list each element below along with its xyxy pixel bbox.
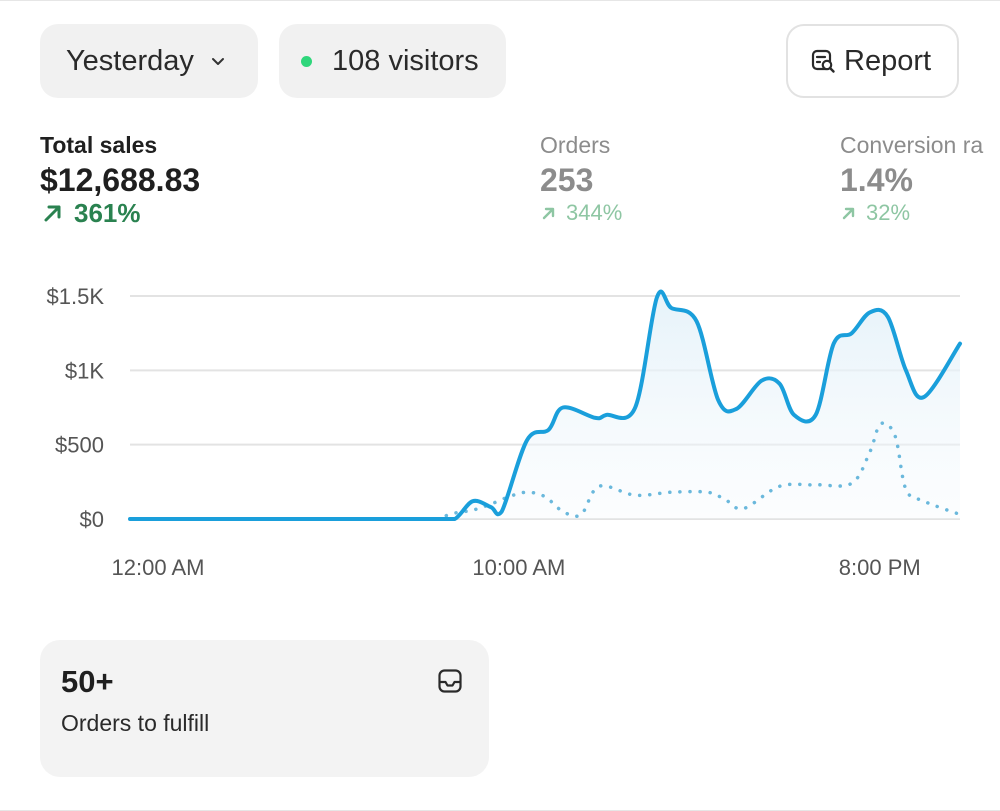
top-divider xyxy=(0,0,1000,1)
metric-label: Orders xyxy=(540,132,611,158)
metric-delta-value: 32% xyxy=(866,200,911,225)
sales-area-fill xyxy=(130,291,960,519)
live-status-dot xyxy=(301,55,312,67)
metric-delta: 32% xyxy=(840,198,1000,228)
sales-series-line xyxy=(128,289,962,521)
metric-delta: 344% xyxy=(540,198,622,228)
metric-label: Conversion ra xyxy=(840,132,984,158)
report-search-icon xyxy=(811,49,835,73)
date-range-selector[interactable]: Yesterday xyxy=(40,24,258,98)
arrow-up-right-icon xyxy=(44,205,61,222)
y-tick-label: $1K xyxy=(65,358,104,383)
report-button-label: Report xyxy=(844,44,932,77)
arrow-up-right-icon xyxy=(542,207,555,220)
inbox-icon xyxy=(438,669,462,693)
metric-value: 1.4% xyxy=(840,162,913,198)
metric-delta: 361% xyxy=(40,198,200,228)
chevron-down-icon xyxy=(211,58,224,65)
metric-total-sales[interactable]: Total sales $12,688.83 361% xyxy=(40,132,200,228)
metric-orders[interactable]: Orders 253 344% xyxy=(540,132,622,228)
orders-to-fulfill-card[interactable]: 50+ Orders to fulfill xyxy=(40,640,489,777)
metric-value: 253 xyxy=(540,162,594,198)
y-tick-label: $1.5K xyxy=(47,284,105,309)
live-visitors-pill[interactable]: 108 visitors xyxy=(279,24,506,98)
metric-delta-value: 344% xyxy=(566,200,623,225)
metric-delta-value: 361% xyxy=(74,198,141,228)
date-range-label: Yesterday xyxy=(66,44,194,77)
metric-label: Total sales xyxy=(40,132,158,158)
fulfill-count: 50+ xyxy=(61,664,114,699)
metric-conversion-rate[interactable]: Conversion ra 1.4% 32% xyxy=(840,132,1000,228)
x-tick-label: 8:00 PM xyxy=(839,555,921,580)
metric-value: $12,688.83 xyxy=(40,162,201,198)
report-button[interactable]: Report xyxy=(786,24,959,98)
visitors-label: 108 visitors xyxy=(332,44,479,77)
comparison-series-line xyxy=(434,421,962,521)
y-tick-label: $0 xyxy=(80,507,104,532)
sales-line-chart: $0 $500 $1K $1.5K 12:00 AM 10:00 AM 8:00 PM xyxy=(47,284,962,580)
x-tick-label: 10:00 AM xyxy=(472,555,565,580)
y-tick-label: $500 xyxy=(55,433,104,458)
fulfill-label: Orders to fulfill xyxy=(61,710,210,736)
arrow-up-right-icon xyxy=(842,207,855,220)
x-tick-label: 12:00 AM xyxy=(112,555,205,580)
